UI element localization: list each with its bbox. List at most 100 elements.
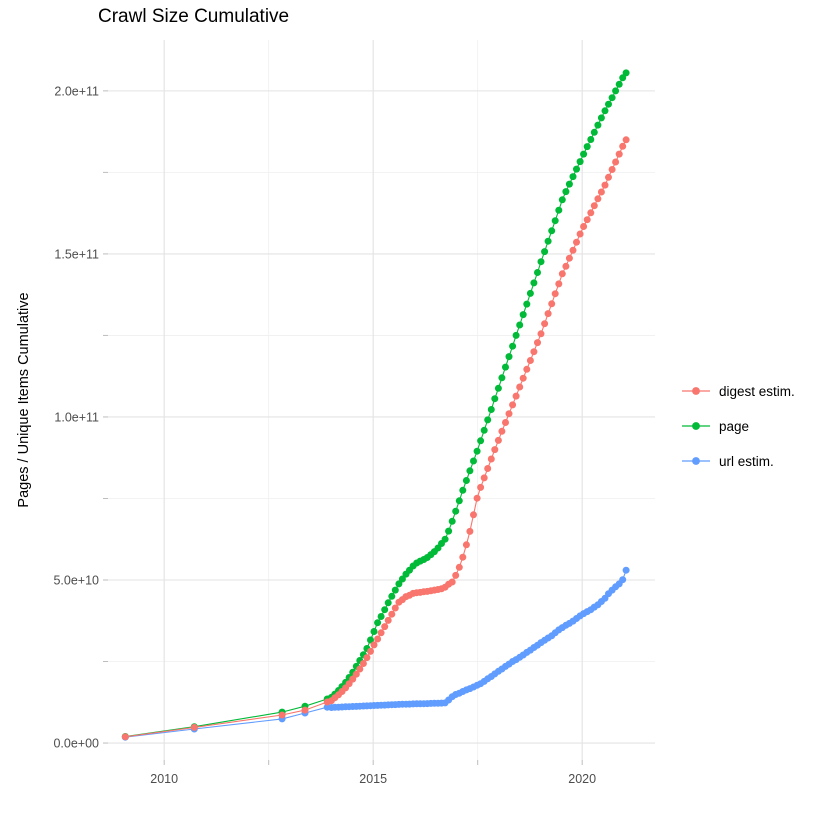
data-point-digest-estim (512, 392, 520, 400)
data-point-digest-estim (622, 136, 630, 144)
legend-entry: digest estim. (681, 383, 795, 399)
data-point-page (523, 300, 531, 308)
data-point-page (381, 606, 389, 614)
data-point-digest-estim (381, 623, 389, 631)
data-point-page (452, 507, 460, 515)
data-point-digest-estim (473, 494, 481, 502)
data-point-page (619, 74, 627, 82)
data-point-digest-estim (384, 616, 392, 624)
data-point-page (480, 426, 488, 434)
data-point-digest-estim (367, 647, 374, 655)
data-point-digest-estim (505, 410, 513, 418)
series-digest-estim (121, 136, 630, 741)
data-point-page (455, 497, 463, 505)
data-point-page (608, 94, 616, 102)
data-point-page (597, 114, 605, 122)
data-point-digest-estim (470, 511, 477, 519)
data-point-page (473, 447, 481, 455)
y-tick-label: 0.0e+00 (53, 736, 99, 750)
data-point-digest-estim (459, 553, 467, 561)
data-point-page (398, 575, 406, 583)
data-point-digest-estim (363, 654, 371, 662)
data-point-digest-estim (370, 641, 378, 649)
data-point-page (519, 311, 527, 319)
data-point-digest-estim (562, 262, 570, 270)
data-point-digest-estim (349, 675, 357, 683)
data-point-digest-estim (359, 660, 367, 667)
y-tick-label: 5.0e+10 (53, 573, 99, 587)
data-point-page (555, 206, 563, 214)
data-point-page (558, 196, 566, 204)
data-point-page (388, 592, 396, 600)
y-tick-label: 2.0e+11 (54, 84, 99, 98)
legend-key-icon (682, 422, 710, 430)
data-point-page (509, 342, 517, 350)
data-point-page (587, 136, 595, 143)
data-point-digest-estim (544, 310, 552, 318)
data-point-page (537, 258, 545, 266)
series-page (121, 69, 630, 740)
data-point-digest-estim (548, 300, 556, 308)
data-point-digest-estim (612, 158, 620, 166)
data-point-page (565, 180, 573, 188)
data-point-digest-estim (587, 209, 595, 217)
data-point-digest-estim (477, 483, 485, 491)
chart-title: Crawl Size Cumulative (98, 6, 290, 27)
data-point-digest-estim (555, 280, 563, 288)
data-point-digest-estim (448, 578, 456, 586)
data-point-page (576, 158, 584, 166)
data-point-page (605, 100, 612, 108)
data-point-digest-estim (484, 465, 492, 472)
data-point-digest-estim (601, 181, 609, 189)
data-point-page (377, 613, 385, 620)
data-point-page (541, 248, 549, 256)
data-point-digest-estim (455, 563, 463, 571)
legend-key-point (692, 422, 700, 430)
legend-entry: page (681, 418, 795, 434)
data-point-digest-estim (374, 635, 382, 643)
data-point-page (583, 143, 591, 151)
data-point-digest-estim (516, 383, 524, 391)
data-point-page (512, 331, 520, 339)
y-tick-label: 1.5e+11 (54, 247, 99, 261)
data-point-page (551, 217, 559, 225)
data-point-page (530, 279, 538, 287)
series-url-estim (121, 566, 630, 741)
data-point-page (502, 363, 509, 371)
data-point-digest-estim (576, 230, 584, 238)
data-point-digest-estim (502, 419, 509, 426)
data-point-digest-estim (605, 173, 612, 181)
data-point-page (505, 353, 513, 361)
data-point-digest-estim (388, 610, 396, 618)
y-axis-title: Pages / Unique Items Cumulative (16, 292, 32, 508)
data-point-page (534, 269, 541, 276)
data-point-page (395, 580, 403, 588)
data-point-digest-estim (594, 195, 602, 203)
x-tick-label: 2020 (568, 772, 596, 786)
data-point-page (516, 321, 524, 329)
data-point-page (491, 395, 499, 403)
data-point-digest-estim (494, 436, 502, 444)
data-point-digest-estim (391, 604, 399, 612)
legend: digest estim. page url estim. (681, 383, 795, 488)
data-point-page (367, 636, 374, 644)
data-point-digest-estim (590, 202, 598, 210)
data-point-digest-estim (462, 541, 470, 549)
data-point-digest-estim (356, 665, 364, 673)
data-point-page (612, 87, 620, 95)
data-point-page (544, 237, 552, 245)
data-point-digest-estim (498, 427, 506, 435)
data-point-digest-estim (452, 571, 460, 579)
data-point-page (459, 486, 467, 494)
data-point-digest-estim (597, 188, 605, 196)
data-point-page (448, 517, 456, 525)
data-point-digest-estim (558, 270, 566, 278)
data-point-page (370, 628, 378, 635)
data-point-url-estim (619, 576, 627, 584)
data-point-page (526, 289, 534, 297)
legend-entry: url estim. (681, 453, 795, 469)
data-point-digest-estim (583, 216, 591, 224)
data-point-digest-estim (615, 150, 623, 158)
